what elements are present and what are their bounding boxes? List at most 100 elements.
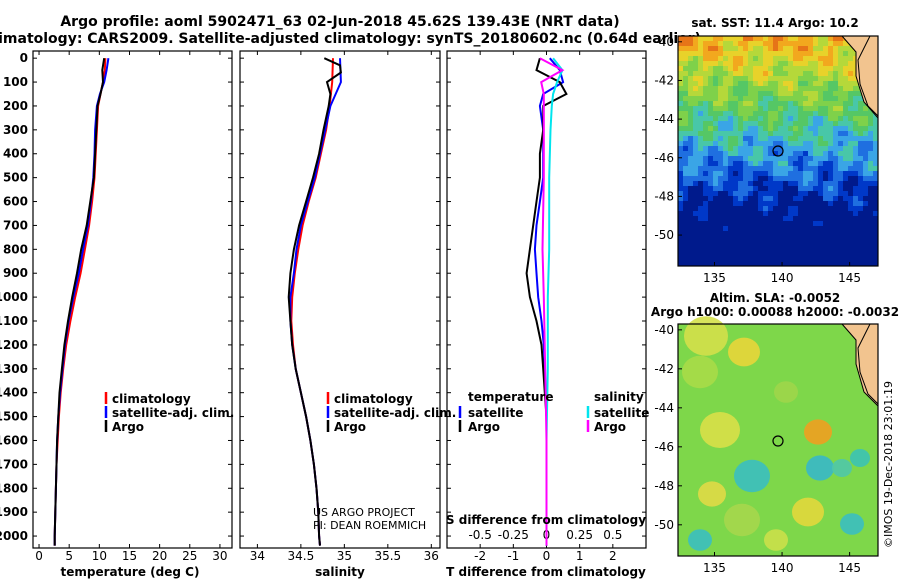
sst-cell: [708, 146, 714, 152]
sst-cell: [798, 41, 804, 47]
sst-cell: [693, 156, 699, 162]
sst-cell: [723, 191, 729, 197]
sst-cell: [698, 76, 704, 82]
sst-cell: [708, 71, 714, 77]
sst-cell: [823, 56, 829, 62]
sst-cell: [838, 201, 844, 207]
sst-cell: [838, 196, 844, 202]
sst-cell: [728, 121, 734, 127]
sst-cell: [713, 51, 719, 57]
sst-cell: [743, 136, 749, 142]
sst-cell: [693, 196, 699, 202]
sst-cell: [783, 106, 789, 112]
sst-cell: [728, 196, 734, 202]
sst-cell: [683, 181, 689, 187]
depth-tick-label: 1700: [0, 457, 28, 471]
sst-cell: [713, 81, 719, 87]
sst-cell: [688, 256, 694, 262]
sst-cell: [713, 146, 719, 152]
sla-anomaly-blob: [698, 481, 726, 507]
sst-cell: [808, 211, 814, 217]
sst-cell: [778, 116, 784, 122]
sst-cell: [738, 36, 744, 42]
sst-cell: [803, 226, 809, 232]
sst-cell: [728, 161, 734, 167]
sst-lon-label: 135: [703, 271, 726, 285]
sst-cell: [778, 71, 784, 77]
sst-cell: [768, 226, 774, 232]
sst-cell: [743, 166, 749, 172]
sst-cell: [823, 76, 829, 82]
sst-cell: [853, 111, 859, 117]
sst-cell: [863, 156, 869, 162]
sst-cell: [803, 151, 809, 157]
sst-cell: [723, 131, 729, 137]
sst-cell: [843, 71, 849, 77]
sst-cell: [823, 151, 829, 157]
sst-cell: [793, 261, 799, 267]
credit-line2: PI: DEAN ROEMMICH: [313, 519, 426, 532]
depth-tick-label: 1800: [0, 481, 28, 495]
sst-cell: [678, 186, 684, 192]
sst-cell: [843, 146, 849, 152]
difference-legend: temperature satellite Argo salinity sate…: [458, 390, 649, 434]
sst-cell: [778, 151, 784, 157]
sst-cell: [748, 116, 754, 122]
sst-cell: [698, 191, 704, 197]
sst-cell: [723, 141, 729, 147]
sst-cell: [863, 171, 869, 177]
sst-cell: [718, 146, 724, 152]
sst-cell: [678, 241, 684, 247]
sst-cell: [683, 86, 689, 92]
sst-cell: [793, 41, 799, 47]
sst-cell: [803, 61, 809, 67]
sst-cell: [723, 231, 729, 237]
sst-cell: [823, 71, 829, 77]
sst-cell: [758, 216, 764, 222]
sst-cell: [788, 41, 794, 47]
sst-cell: [683, 96, 689, 102]
sst-cell: [773, 76, 779, 82]
sst-cell: [848, 181, 854, 187]
sst-cell: [803, 216, 809, 222]
sst-cell: [748, 36, 754, 42]
sst-cell: [743, 61, 749, 67]
sst-cell: [843, 176, 849, 182]
sst-cell: [683, 56, 689, 62]
sst-cell: [758, 106, 764, 112]
sst-cell: [738, 236, 744, 242]
sst-cell: [703, 171, 709, 177]
sst-cell: [773, 261, 779, 267]
sst-cell: [683, 76, 689, 82]
sst-cell: [808, 151, 814, 157]
sst-cell: [748, 216, 754, 222]
sst-cell: [848, 196, 854, 202]
sst-cell: [858, 256, 864, 262]
sst-cell: [708, 251, 714, 257]
sst-cell: [758, 96, 764, 102]
sst-cell: [708, 36, 714, 42]
sst-cell: [728, 211, 734, 217]
sst-cell: [843, 86, 849, 92]
depth-tick-label: 300: [3, 123, 28, 137]
sst-cell: [863, 161, 869, 167]
sst-cell: [713, 166, 719, 172]
sst-cell: [788, 221, 794, 227]
sst-cell: [798, 211, 804, 217]
sst-cell: [783, 56, 789, 62]
sst-cell: [858, 216, 864, 222]
sst-cell: [788, 231, 794, 237]
temperature-x-tick-label: 25: [182, 549, 197, 563]
sst-cell: [843, 236, 849, 242]
sst-cell: [863, 136, 869, 142]
sst-cell: [793, 46, 799, 52]
sst-cell: [703, 161, 709, 167]
sst-cell: [728, 221, 734, 227]
sst-cell: [753, 101, 759, 107]
sst-cell: [833, 211, 839, 217]
sst-cell: [833, 111, 839, 117]
sst-cell: [688, 211, 694, 217]
sst-cell: [703, 141, 709, 147]
sst-cell: [848, 141, 854, 147]
